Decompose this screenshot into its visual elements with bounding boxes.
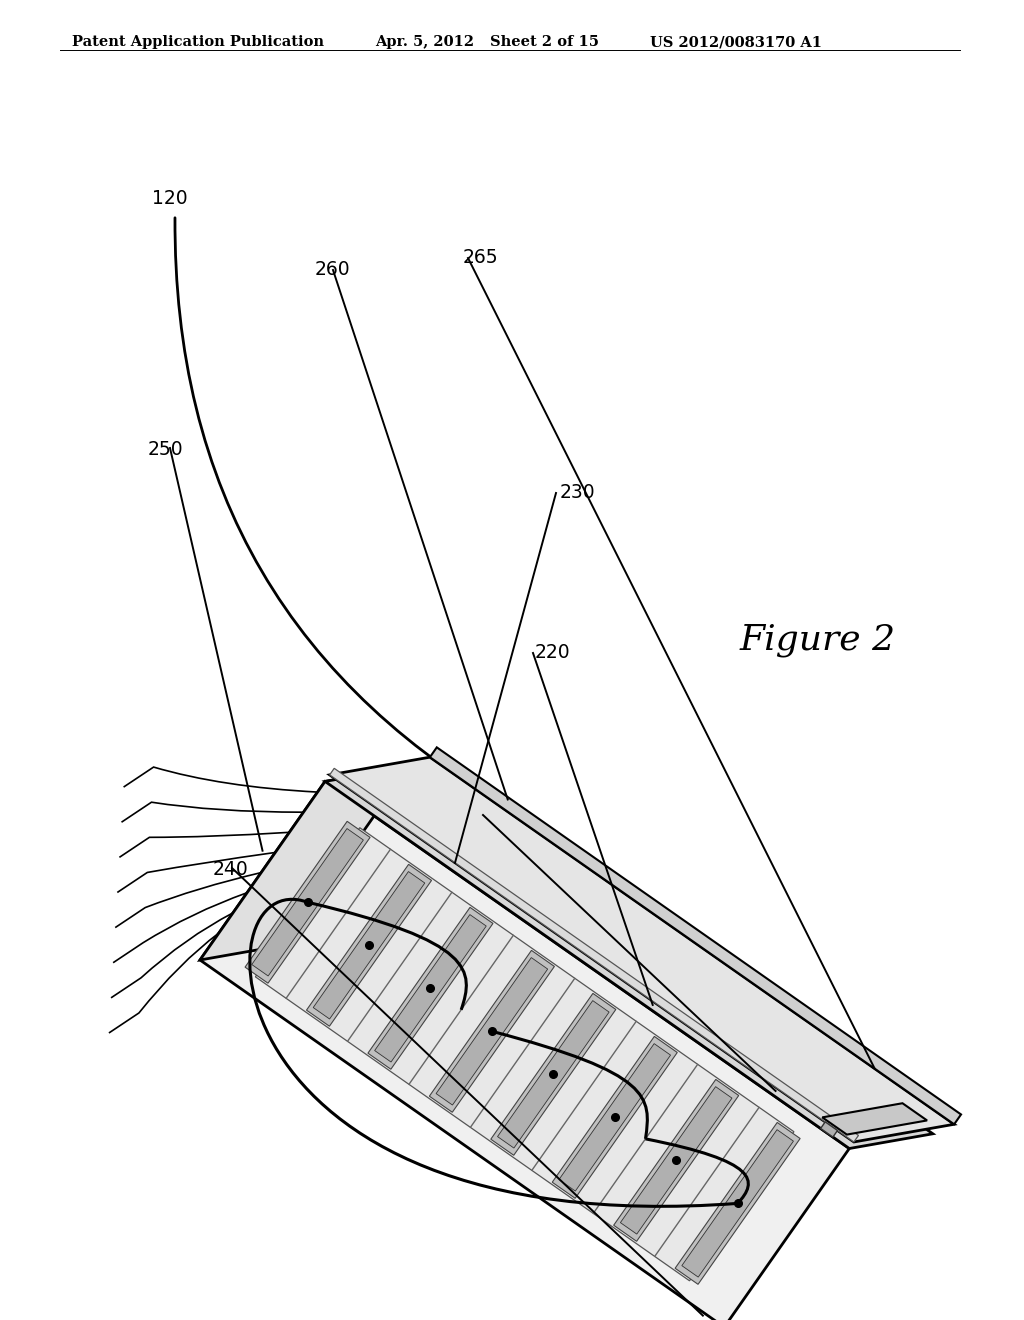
Polygon shape [430, 747, 962, 1125]
Polygon shape [200, 781, 849, 1320]
Polygon shape [675, 1122, 800, 1284]
Text: 220: 220 [535, 643, 570, 663]
Polygon shape [252, 829, 364, 975]
Polygon shape [820, 1122, 838, 1137]
Polygon shape [255, 828, 794, 1280]
Polygon shape [325, 767, 933, 1148]
Polygon shape [200, 767, 409, 960]
Polygon shape [682, 1130, 794, 1278]
Text: US 2012/0083170 A1: US 2012/0083170 A1 [650, 36, 822, 49]
Text: 210: 210 [485, 805, 520, 824]
Polygon shape [313, 871, 425, 1019]
Polygon shape [330, 758, 954, 1142]
Polygon shape [375, 915, 486, 1063]
Text: 230: 230 [560, 483, 596, 502]
Polygon shape [245, 821, 370, 983]
Polygon shape [613, 1080, 738, 1241]
Polygon shape [436, 957, 548, 1105]
Text: Patent Application Publication: Patent Application Publication [72, 36, 324, 49]
Polygon shape [490, 994, 615, 1155]
Text: Apr. 5, 2012: Apr. 5, 2012 [375, 36, 474, 49]
Text: Figure 2: Figure 2 [740, 623, 896, 657]
Text: Sheet 2 of 15: Sheet 2 of 15 [490, 36, 599, 49]
Polygon shape [368, 907, 493, 1069]
Text: 250: 250 [148, 440, 183, 459]
Polygon shape [429, 950, 554, 1113]
Text: 265: 265 [463, 248, 499, 267]
Text: 260: 260 [315, 260, 350, 279]
Polygon shape [621, 1086, 732, 1234]
Text: 120: 120 [152, 189, 187, 207]
Polygon shape [559, 1044, 671, 1191]
Polygon shape [330, 768, 858, 1142]
Polygon shape [306, 865, 431, 1026]
Text: 240: 240 [213, 861, 249, 879]
Polygon shape [822, 1104, 927, 1135]
Polygon shape [552, 1036, 677, 1199]
Polygon shape [498, 1001, 609, 1148]
